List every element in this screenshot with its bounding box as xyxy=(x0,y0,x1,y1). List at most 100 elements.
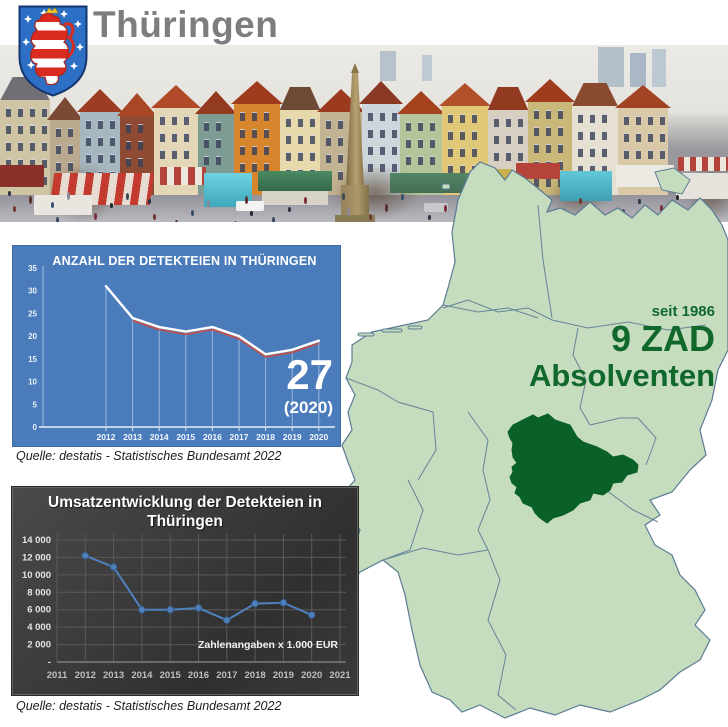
person-dot xyxy=(676,195,679,200)
svg-text:2017: 2017 xyxy=(216,670,237,681)
person-dot xyxy=(401,194,404,200)
person-dot xyxy=(13,206,16,212)
svg-text:12 000: 12 000 xyxy=(22,552,51,563)
chart2-title: Umsatzentwicklung der Detekteien in Thür… xyxy=(48,494,322,530)
building-roof xyxy=(279,87,321,110)
building-roof xyxy=(439,83,491,106)
person-dot xyxy=(191,210,194,216)
svg-text:4 000: 4 000 xyxy=(27,622,51,633)
chart2-unit-note: Zahlenangaben x 1.000 EUR xyxy=(197,639,338,651)
svg-text:8 000: 8 000 xyxy=(27,587,51,598)
skyline-tower xyxy=(598,47,624,87)
svg-text:2021: 2021 xyxy=(329,670,351,681)
person-dot xyxy=(385,204,388,212)
chart1-source: Quelle: destatis - Statistisches Bundesa… xyxy=(16,449,282,463)
svg-text:2020: 2020 xyxy=(301,670,322,681)
svg-text:2017: 2017 xyxy=(230,432,249,442)
person-dot xyxy=(272,217,275,222)
building-roof xyxy=(231,81,283,104)
person-dot xyxy=(51,202,54,208)
lion xyxy=(30,12,70,86)
skyline-tower xyxy=(630,53,646,87)
lion-tail xyxy=(63,22,75,60)
person-dot xyxy=(148,199,151,204)
person-dot xyxy=(126,193,129,200)
svg-text:10 000: 10 000 xyxy=(22,570,51,581)
detekteien-count-chart: 0 5 10 15 20 25 30 35 2012 2013 2014 2015 2016 2017 20… xyxy=(12,245,341,447)
svg-text:6 000: 6 000 xyxy=(27,605,51,616)
building-roof xyxy=(572,83,618,106)
stall-counter xyxy=(262,191,328,205)
building-windows xyxy=(236,106,278,195)
chart2-xlabels: 2011 2012 2013 2014 2015 2016 2017 2018 2019 2020… xyxy=(47,670,352,681)
svg-text:2013: 2013 xyxy=(103,670,124,681)
svg-text:2018: 2018 xyxy=(256,432,275,442)
chart2-ylabels: 14 000 12 000 10 000 8 000 6 000 4 000 2 000 - xyxy=(22,535,51,668)
obelisk-steps xyxy=(335,215,375,222)
person-dot xyxy=(660,205,663,212)
person-dot xyxy=(153,214,156,220)
person-dot xyxy=(638,199,641,204)
red-stall xyxy=(0,165,44,187)
chart2-source: Quelle: destatis - Statistisches Bundesa… xyxy=(16,699,282,713)
chart1-shadow-line xyxy=(132,319,320,358)
svg-text:2020: 2020 xyxy=(309,432,328,442)
chart1-series-line xyxy=(104,284,320,356)
building-roof xyxy=(195,91,237,114)
red-stall xyxy=(516,163,560,179)
building-roof xyxy=(359,81,403,104)
svg-text:2012: 2012 xyxy=(75,670,96,681)
car xyxy=(424,203,448,212)
striped-stall xyxy=(678,157,728,171)
svg-text:2011: 2011 xyxy=(47,670,68,681)
chart2-grid xyxy=(56,534,346,663)
person-dot xyxy=(288,207,291,212)
building-roof xyxy=(397,91,445,114)
person-dot xyxy=(175,220,178,222)
svg-text:2013: 2013 xyxy=(123,432,142,442)
person-dot xyxy=(342,193,345,200)
svg-text:14 000: 14 000 xyxy=(22,535,51,546)
caption-zad: 9 ZAD xyxy=(610,318,715,359)
building-roof xyxy=(47,97,83,120)
building-roof xyxy=(525,79,575,102)
svg-text:10: 10 xyxy=(28,378,37,387)
cyan-trailer xyxy=(560,171,612,201)
person-dot xyxy=(94,213,97,220)
obelisk-tip xyxy=(351,63,359,73)
caption-seit: seit 1986 xyxy=(651,303,715,320)
svg-text:2019: 2019 xyxy=(273,670,294,681)
chart1-axes: 0 5 10 15 20 25 30 35 xyxy=(28,264,335,432)
person-dot xyxy=(67,192,70,200)
person-dot xyxy=(250,211,253,216)
svg-text:5: 5 xyxy=(33,400,38,409)
lion-crown xyxy=(45,7,59,14)
svg-text:2014: 2014 xyxy=(150,432,169,442)
umsatz-plot: 14 000 12 000 10 000 8 000 6 000 4 000 2 000 - 2… xyxy=(22,534,352,681)
svg-text:2015: 2015 xyxy=(160,670,182,681)
striped-stall xyxy=(160,167,206,185)
svg-text:2016: 2016 xyxy=(203,432,222,442)
svg-text:-: - xyxy=(48,657,51,668)
person-dot xyxy=(234,221,237,222)
page-title: Thüringen xyxy=(93,4,279,45)
person-dot xyxy=(110,203,113,208)
skyline-tower xyxy=(422,55,432,81)
svg-text:20: 20 xyxy=(28,332,37,341)
skyline-tower xyxy=(380,51,396,81)
person-dot xyxy=(29,196,32,204)
person-dot xyxy=(304,197,307,204)
chart1-droplines xyxy=(105,286,320,431)
person-dot xyxy=(579,198,582,204)
svg-text:2012: 2012 xyxy=(97,432,116,442)
svg-text:35: 35 xyxy=(28,264,37,273)
svg-text:2019: 2019 xyxy=(283,432,302,442)
thuringia-region xyxy=(507,413,639,524)
white-stall xyxy=(34,195,92,215)
svg-text:2014: 2014 xyxy=(131,670,153,681)
building-roof xyxy=(151,85,201,108)
chart1-annotation-year: (2020) xyxy=(283,398,333,417)
svg-text:15: 15 xyxy=(28,355,37,364)
